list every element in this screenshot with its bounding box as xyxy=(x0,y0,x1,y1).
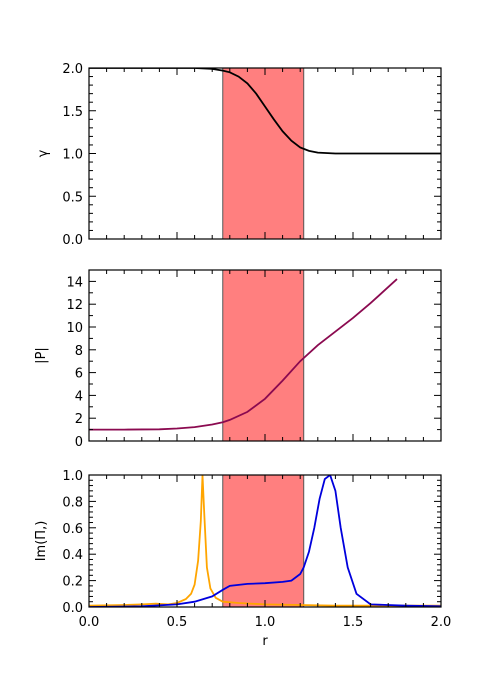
y-tick-label-1-5: 10 xyxy=(66,321,83,336)
y-tick-label-1-4: 8 xyxy=(75,344,83,359)
y-tick-label-2-3: 0.6 xyxy=(62,522,83,537)
x-axis-label: r xyxy=(262,634,268,649)
y-tick-label-0-3: 1.5 xyxy=(62,105,83,120)
series-line-1-0 xyxy=(89,278,398,431)
y-tick-label-2-4: 0.8 xyxy=(62,495,83,510)
y-tick-label-1-3: 6 xyxy=(75,367,83,382)
x-tick-label-2: 1.0 xyxy=(255,615,276,630)
shaded-region-0 xyxy=(222,68,304,239)
y-axis-label-2: Im(Π,) xyxy=(34,521,49,562)
y-tick-label-1-0: 0 xyxy=(75,435,83,450)
y-tick-label-2-1: 0.2 xyxy=(62,575,83,590)
series-line-2-1 xyxy=(89,475,441,607)
y-tick-label-2-5: 1.0 xyxy=(62,469,83,484)
y-tick-label-1-7: 14 xyxy=(66,275,83,290)
y-axis-label-0: γ xyxy=(36,149,51,157)
y-tick-label-2-0: 0.0 xyxy=(62,601,83,616)
x-tick-label-0: 0.0 xyxy=(79,615,100,630)
shaded-region-2 xyxy=(222,475,304,607)
y-tick-label-0-1: 0.5 xyxy=(62,190,83,205)
y-tick-label-1-1: 2 xyxy=(75,412,83,427)
y-tick-label-1-2: 4 xyxy=(75,389,83,404)
x-tick-label-3: 1.5 xyxy=(343,615,364,630)
y-tick-label-0-0: 0.0 xyxy=(62,233,83,248)
y-tick-label-1-6: 12 xyxy=(66,298,83,313)
y-tick-label-2-2: 0.4 xyxy=(62,548,83,563)
x-tick-label-4: 2.0 xyxy=(431,615,452,630)
y-tick-label-0-2: 1.0 xyxy=(62,148,83,163)
shaded-region-1 xyxy=(222,270,304,441)
x-tick-label-1: 0.5 xyxy=(167,615,188,630)
y-tick-label-0-4: 2.0 xyxy=(62,62,83,77)
y-axis-label-1: |P| xyxy=(34,347,49,364)
